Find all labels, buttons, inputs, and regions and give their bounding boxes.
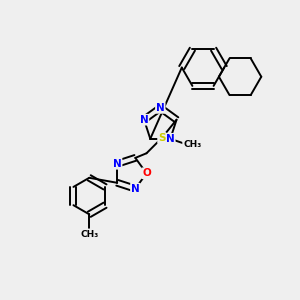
Text: CH₃: CH₃: [183, 140, 201, 148]
Text: S: S: [158, 133, 166, 143]
Text: N: N: [131, 184, 140, 194]
Text: N: N: [140, 115, 148, 125]
Text: CH₃: CH₃: [80, 230, 98, 238]
Text: O: O: [142, 168, 151, 178]
Text: N: N: [156, 103, 165, 113]
Text: N: N: [166, 134, 175, 144]
Text: N: N: [113, 159, 122, 169]
